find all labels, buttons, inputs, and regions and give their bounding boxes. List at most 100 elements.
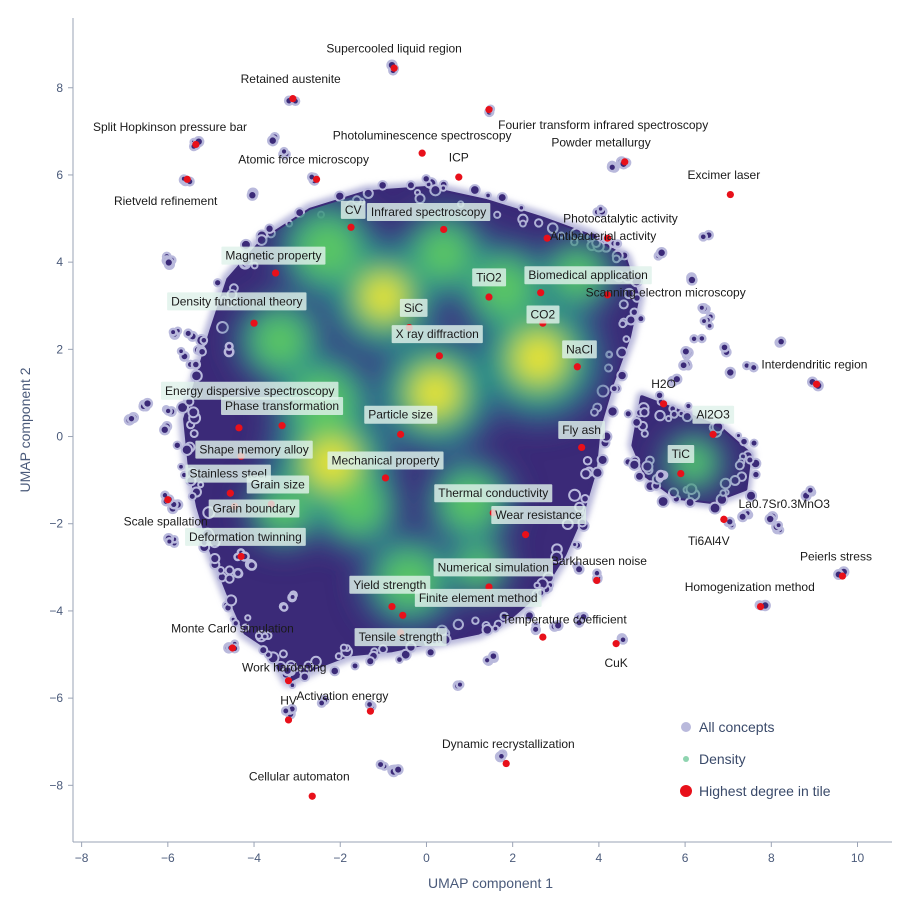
- annotation-label: Tensile strength: [359, 630, 443, 644]
- annotation: Photocatalytic activity: [563, 212, 678, 226]
- concept-point: [578, 611, 589, 623]
- concept-point: [580, 468, 592, 480]
- annotation-box: [434, 484, 553, 503]
- concept-point: [455, 680, 465, 690]
- annotation: Antibacterial activity: [550, 229, 656, 243]
- annotation-label: Rietveld refinement: [114, 194, 218, 208]
- annotation: Interdendritic region: [761, 358, 867, 372]
- concept-point: [375, 759, 386, 770]
- x-axis-ticks: −8 −6 −4 −2 0 2 4 6 8 10: [75, 842, 865, 865]
- concept-point: [264, 223, 275, 234]
- y-tick-label: 6: [56, 168, 63, 182]
- annotation: Powder metallurgy: [551, 135, 650, 149]
- x-tick-label: −6: [161, 851, 175, 865]
- annotation-label: Fly ash: [562, 423, 601, 437]
- annotation: Retained austenite: [241, 72, 341, 86]
- density-peak: [363, 277, 404, 317]
- annotation: Particle size: [364, 405, 438, 424]
- concept-point: [697, 333, 707, 344]
- annotation: Biomedical application: [524, 266, 652, 285]
- density-high: [330, 479, 385, 533]
- concept-point: [163, 256, 175, 269]
- annotation-box: [349, 575, 431, 594]
- annotation: Cellular automaton: [249, 770, 350, 784]
- concept-point: [496, 751, 507, 762]
- highlight-point: [612, 640, 620, 648]
- concept-point: [550, 550, 564, 564]
- concept-point: [708, 501, 722, 515]
- highlight-point: [726, 190, 734, 199]
- concept-point: [623, 287, 635, 300]
- concept-point: [654, 409, 666, 422]
- concept-point: [176, 401, 190, 414]
- concept-point: [334, 190, 346, 202]
- axes: −8 −6 −4 −2 0 2 4 6 8 10 −8 −6 −4 −2 0 2 4 6 8 UMAP compo…: [17, 18, 892, 891]
- annotations: Supercooled liquid region Retained austen…: [93, 42, 872, 784]
- concept-point: [737, 511, 749, 523]
- concept-point: [524, 610, 535, 622]
- concept-point: [168, 327, 178, 337]
- annotation: Phase transformation: [221, 397, 344, 416]
- concept-point: [632, 293, 642, 303]
- concept-point: [261, 632, 269, 641]
- annotation-label: SiC: [404, 301, 424, 315]
- annotation: Ti6Al4V: [688, 534, 730, 548]
- highlight-point: [235, 424, 243, 432]
- annotation-label: TiC: [672, 447, 691, 461]
- concept-point: [774, 520, 784, 530]
- annotation-label: Phase transformation: [225, 399, 339, 413]
- annotation: Thermal conductivity: [434, 484, 553, 503]
- highlight-point: [603, 291, 612, 299]
- concept-point: [533, 581, 541, 590]
- concept-point: [425, 647, 436, 658]
- annotation-label: Photocatalytic activity: [563, 212, 678, 226]
- highlight-point: [543, 234, 551, 242]
- annotation: ICP: [449, 151, 469, 165]
- annotation-label: H2O: [651, 377, 676, 391]
- annotation: Finite element method: [414, 588, 542, 607]
- annotation: Activation energy: [296, 689, 388, 703]
- legend: All concepts Density Highest degree in t…: [680, 719, 831, 799]
- concept-point: [655, 246, 668, 259]
- concept-point: [623, 409, 633, 419]
- concept-point: [628, 458, 641, 471]
- annotation-box: [185, 527, 306, 546]
- legend-label-all-concepts: All concepts: [699, 719, 774, 735]
- concept-point: [719, 342, 730, 353]
- annotation-label: NaCl: [566, 342, 593, 356]
- concept-point: [656, 495, 670, 508]
- annotation: Excimer laser: [688, 168, 761, 182]
- annotation: CuK: [604, 656, 627, 670]
- annotation-box: [558, 421, 605, 439]
- density-high: [253, 314, 307, 368]
- concept-point: [258, 645, 269, 656]
- annotation: Tensile strength: [354, 628, 447, 647]
- highlight-point: [250, 319, 258, 327]
- highlight-point: [838, 572, 847, 580]
- highlight-point: [573, 363, 581, 371]
- concept-point: [596, 453, 609, 466]
- concept-point: [636, 314, 646, 324]
- annotation-box: [692, 405, 735, 424]
- annotation-label: Shape memory alloy: [199, 443, 308, 457]
- annotation-label: Supercooled liquid region: [326, 42, 461, 56]
- concept-point: [280, 706, 291, 716]
- concept-point: [481, 623, 494, 636]
- concept-point: [496, 192, 508, 204]
- concept-point: [392, 764, 404, 776]
- highlight-point: [183, 175, 191, 183]
- concept-point: [199, 335, 209, 345]
- annotation: Grain boundary: [208, 499, 300, 518]
- concept-point: [172, 440, 182, 450]
- annotation: H2O: [651, 377, 676, 391]
- concept-point: [671, 373, 683, 385]
- annotation: Magnetic property: [221, 246, 326, 265]
- annotation-label: Scanning electron microscopy: [586, 286, 746, 300]
- concept-point: [377, 180, 388, 191]
- concept-point: [471, 616, 480, 625]
- annotation-label: Magnetic property: [225, 249, 321, 263]
- annotation: Supercooled liquid region: [326, 42, 461, 56]
- concept-point: [399, 648, 412, 661]
- annotation: TiC: [667, 444, 695, 463]
